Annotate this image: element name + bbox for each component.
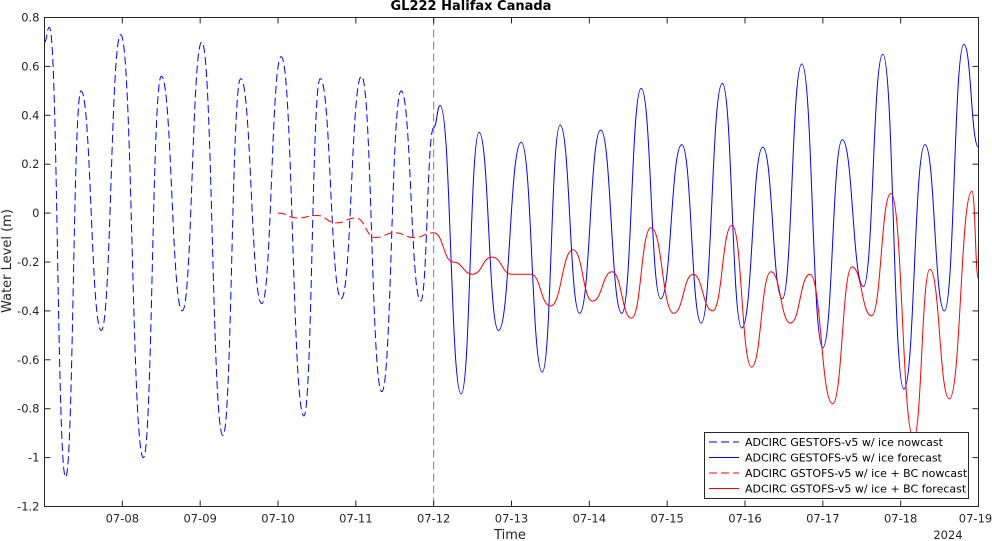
legend-label: ADCIRC GSTOFS-v5 w/ ice + BC nowcast: [745, 467, 968, 480]
x-tick-label: 07-13: [495, 512, 528, 526]
x-tick-label: 07-17: [806, 512, 839, 526]
series-layer: [44, 26, 979, 478]
x-tick-label: 07-10: [261, 512, 294, 526]
x-tick-label: 07-16: [728, 512, 761, 526]
y-tick-label: 0.6: [21, 59, 39, 73]
y-axis-label: Water Level (m): [0, 209, 15, 313]
x-tick-label: 07-15: [650, 512, 683, 526]
x-tick-label: 07-12: [417, 512, 450, 526]
series-line-3: [277, 212, 434, 239]
y-tick-label: -0.2: [17, 255, 39, 269]
legend-label: ADCIRC GSTOFS-v5 w/ ice + BC forecast: [745, 483, 967, 496]
series-line-4: [433, 190, 979, 439]
x-tick-label: 07-19: [959, 512, 992, 526]
legend-label: ADCIRC GESTOFS-v5 w/ ice nowcast: [745, 436, 944, 449]
y-axis: -1.2 -1 -0.8 -0.6 -0.4 -0.2 0 0.2 0.4 0.6 0.8: [17, 11, 979, 514]
legend-box: [704, 432, 969, 499]
year-label: 2024: [933, 528, 962, 541]
x-tick-label: 07-09: [183, 512, 216, 526]
y-tick-label: 0: [32, 206, 39, 220]
legend: ADCIRC GESTOFS-v5 w/ ice nowcast ADCIRC G…: [704, 432, 969, 499]
x-tick-label: 07-14: [573, 512, 606, 526]
y-tick-label: -0.8: [17, 402, 39, 416]
x-tick-label: 07-11: [339, 512, 372, 526]
y-tick-label: -1: [28, 451, 39, 465]
x-axis: 07-08 07-09 07-10 07-11 07-12 07-13 07-14 07-15…: [106, 17, 992, 526]
y-tick-label: -1.2: [17, 500, 39, 514]
legend-label: ADCIRC GESTOFS-v5 w/ ice forecast: [745, 452, 943, 465]
chart-title: GL222 Halifax Canada: [391, 0, 552, 14]
series-line-1: [44, 26, 435, 478]
y-tick-label: 0.8: [21, 11, 39, 25]
x-axis-label: Time: [493, 528, 526, 541]
y-tick-label: 0.2: [21, 157, 39, 171]
y-tick-label: -0.6: [17, 353, 39, 367]
x-tick-label: 07-08: [106, 512, 139, 526]
y-tick-label: 0.4: [21, 108, 39, 122]
x-tick-label: 07-18: [884, 512, 917, 526]
y-tick-label: -0.4: [17, 304, 39, 318]
